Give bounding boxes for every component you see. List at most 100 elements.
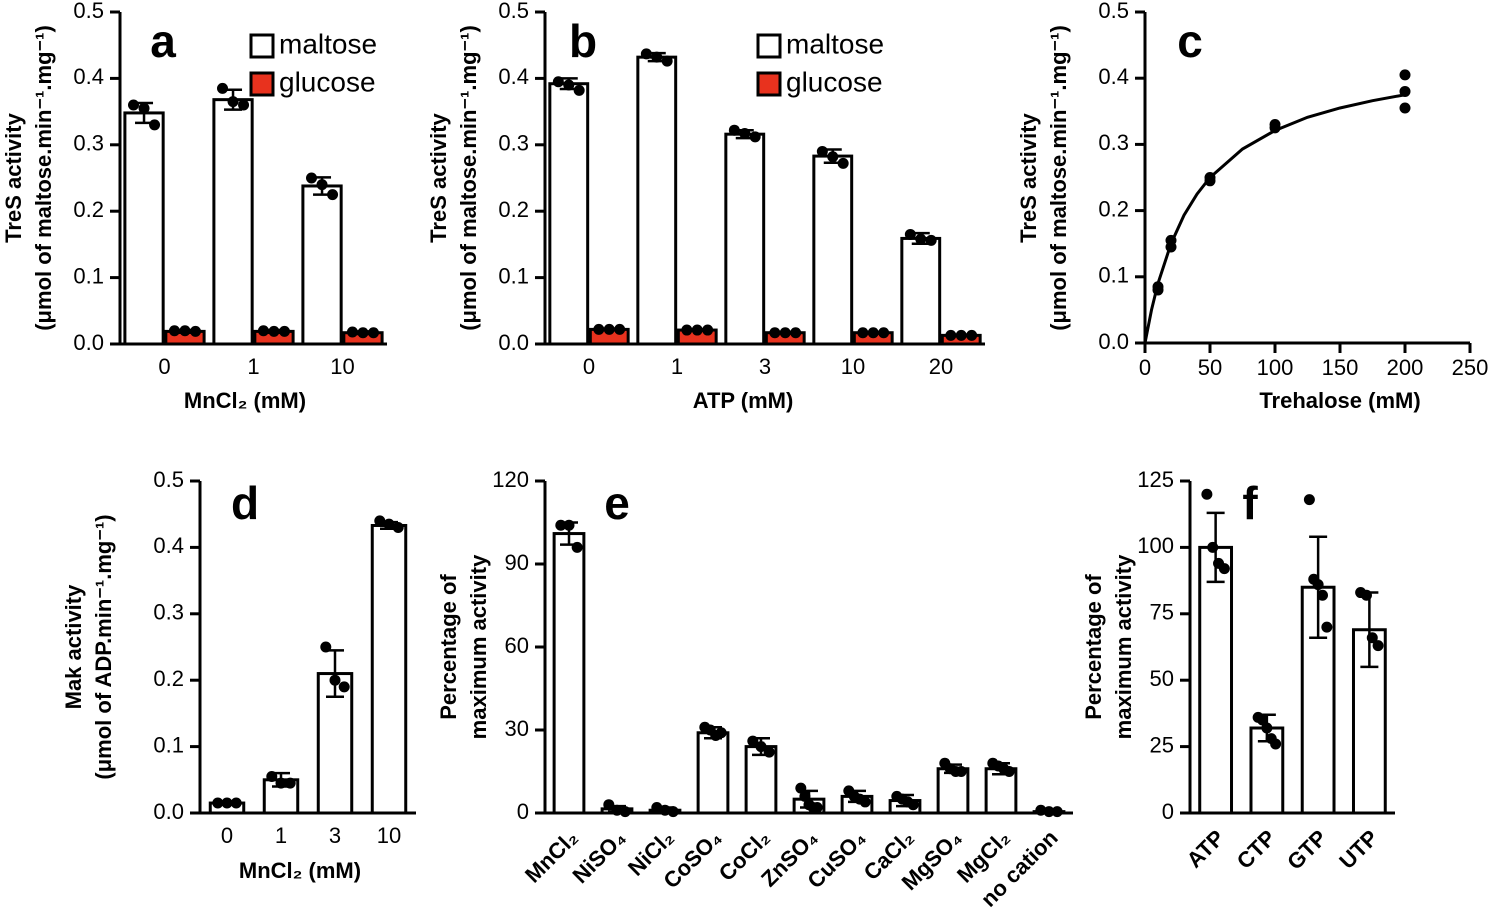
- data-point: [1316, 589, 1328, 601]
- data-point: [392, 521, 404, 533]
- bar: [1198, 545, 1234, 815]
- data-point: [1043, 806, 1055, 818]
- x-tick-label: 150: [1322, 355, 1359, 380]
- y-axis-label: Percentage of: [436, 574, 461, 720]
- data-point: [614, 323, 626, 335]
- panel-letter: d: [231, 477, 259, 529]
- data-point: [728, 124, 740, 136]
- y-axis-label: maximum activity: [1111, 554, 1136, 739]
- data-point: [238, 99, 250, 111]
- data-point: [227, 96, 239, 108]
- data-point: [128, 99, 140, 111]
- x-axis-label: MnCl₂ (mM): [184, 388, 306, 413]
- data-point: [189, 325, 201, 337]
- y-tick-label: 0.5: [73, 0, 104, 23]
- data-point: [563, 79, 575, 91]
- data-point: [966, 329, 978, 341]
- data-point: [374, 515, 386, 527]
- data-point: [799, 790, 811, 802]
- x-tick-label: NiSO₄: [568, 825, 631, 888]
- x-axis-label: ATP (mM): [693, 388, 794, 413]
- data-point: [790, 327, 802, 339]
- y-tick-label: 0.1: [1098, 263, 1129, 288]
- data-point: [955, 766, 967, 777]
- x-tick-label: CTP: [1232, 825, 1281, 874]
- data-point: [138, 102, 150, 114]
- data-point: [1152, 281, 1164, 293]
- y-tick-label: 0.3: [153, 600, 184, 625]
- data-point: [1269, 119, 1281, 131]
- y-tick-label: 0.5: [153, 467, 184, 492]
- data-point: [661, 55, 673, 67]
- data-point: [327, 189, 339, 201]
- y-tick-label: 0.4: [153, 533, 184, 558]
- panel-letter: a: [150, 15, 176, 67]
- data-point: [816, 145, 828, 157]
- data-point: [1204, 172, 1216, 183]
- x-tick-label: 0: [1139, 355, 1151, 380]
- data-point: [278, 325, 290, 337]
- data-point: [1399, 102, 1411, 114]
- data-point: [149, 119, 161, 131]
- data-point: [306, 172, 318, 184]
- y-axis-label: maximum activity: [466, 554, 491, 739]
- y-tick-label: 0.0: [498, 330, 529, 355]
- y-tick-label: 0.1: [498, 263, 529, 288]
- y-axis-label: TreS activity: [1016, 112, 1041, 242]
- data-point: [651, 51, 663, 63]
- legend-swatch: [249, 33, 275, 59]
- bar: [636, 55, 678, 346]
- data-point: [763, 746, 775, 758]
- y-tick-label: 0.5: [1098, 0, 1129, 23]
- y-tick-label: 60: [505, 633, 529, 658]
- y-tick-label: 0.1: [153, 732, 184, 757]
- data-point: [266, 770, 278, 782]
- data-point: [268, 325, 280, 337]
- data-point: [563, 519, 575, 531]
- data-point: [1218, 563, 1230, 575]
- data-point: [257, 325, 269, 337]
- y-axis-label: TreS activity: [426, 112, 451, 242]
- data-point: [1261, 722, 1273, 734]
- data-point: [1372, 640, 1384, 652]
- y-axis-label: TreS activity: [1, 112, 26, 242]
- y-tick-label: 0.5: [498, 0, 529, 23]
- bar: [900, 236, 942, 346]
- data-point: [571, 541, 583, 553]
- data-point: [739, 128, 751, 140]
- x-tick-label: 0: [158, 354, 170, 379]
- data-point: [702, 324, 714, 336]
- data-point: [573, 84, 585, 96]
- data-point: [1035, 804, 1047, 816]
- y-tick-label: 75: [1150, 600, 1174, 625]
- data-point: [857, 327, 869, 339]
- x-tick-label: 100: [1257, 355, 1294, 380]
- data-point: [715, 727, 727, 739]
- x-axis-label: Trehalose (mM): [1259, 388, 1420, 413]
- x-tick-label: 250: [1452, 355, 1489, 380]
- legend-label: glucose: [279, 66, 376, 97]
- data-point: [667, 806, 679, 818]
- y-tick-label: 0.1: [73, 263, 104, 288]
- y-tick-label: 0.4: [73, 64, 104, 89]
- data-point: [904, 228, 916, 240]
- data-point: [603, 799, 615, 811]
- data-point: [603, 323, 615, 335]
- y-axis-label: (μmol of maltose.min⁻¹.mg⁻¹): [1046, 25, 1071, 331]
- x-tick-label: 1: [671, 354, 683, 379]
- data-point: [681, 324, 693, 336]
- y-tick-label: 30: [505, 716, 529, 741]
- data-point: [779, 327, 791, 339]
- legend-swatch: [756, 71, 782, 97]
- data-point: [1201, 488, 1213, 500]
- bar: [301, 184, 343, 346]
- data-point: [955, 329, 967, 341]
- panel-letter: c: [1177, 15, 1203, 67]
- data-point: [1051, 806, 1063, 818]
- y-tick-label: 0.0: [73, 330, 104, 355]
- x-tick-label: 10: [841, 354, 865, 379]
- data-point: [275, 777, 287, 789]
- data-point: [1366, 632, 1378, 644]
- y-tick-label: 0.2: [73, 197, 104, 222]
